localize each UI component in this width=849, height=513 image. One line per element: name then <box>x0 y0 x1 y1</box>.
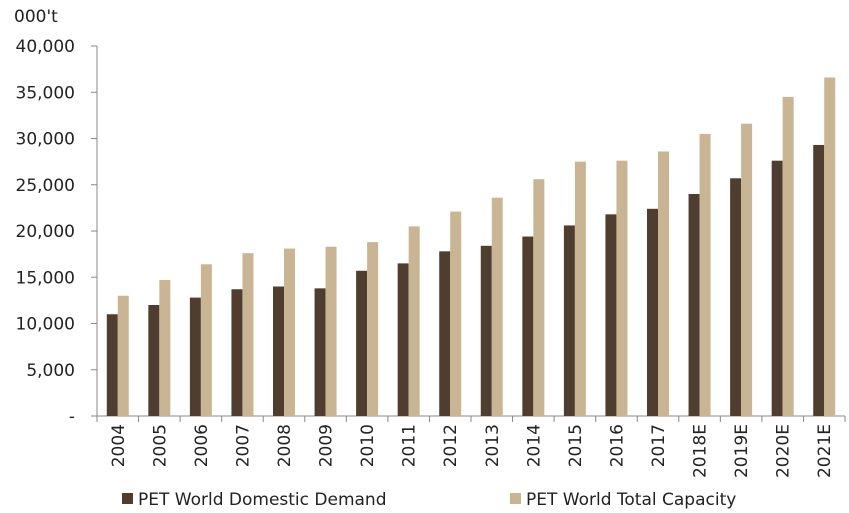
bar <box>200 264 212 416</box>
x-tick-label: 2005 <box>150 424 170 467</box>
bar <box>824 77 836 416</box>
bar <box>408 226 420 416</box>
bar <box>491 197 503 416</box>
x-tick-label: 2021E <box>815 424 835 478</box>
bar <box>813 144 825 416</box>
y-tick-label: 10,000 <box>16 315 75 335</box>
bar <box>563 225 575 416</box>
bar <box>480 245 492 416</box>
y-tick-label: 25,000 <box>16 176 75 196</box>
y-tick-label: 5,000 <box>26 361 75 381</box>
bar <box>356 270 368 416</box>
legend-label: PET World Domestic Demand <box>138 490 387 510</box>
bar <box>367 242 379 416</box>
bar <box>658 151 669 416</box>
x-tick-label: 2010 <box>358 424 378 467</box>
x-tick-label: 2020E <box>774 424 794 478</box>
x-tick-label: 2004 <box>109 424 129 467</box>
x-tick-label: 2018E <box>691 424 711 478</box>
bar <box>325 246 337 416</box>
bar <box>574 161 586 416</box>
y-tick-label: 30,000 <box>16 130 75 150</box>
x-tick-label: 2015 <box>566 424 586 467</box>
bar <box>522 236 534 416</box>
bar <box>189 297 201 416</box>
y-axis-unit: 000't <box>14 7 58 27</box>
x-tick-label: 2012 <box>441 424 461 467</box>
x-tick-label: 2014 <box>524 424 544 467</box>
bar <box>106 314 118 416</box>
x-tick-label: 2016 <box>607 424 627 467</box>
bar <box>284 248 295 416</box>
x-tick-label: 2008 <box>275 424 295 467</box>
bar <box>699 133 711 416</box>
x-tick-label: 2011 <box>400 424 420 467</box>
bar <box>771 160 783 416</box>
y-tick-label: 40,000 <box>16 37 75 57</box>
bar <box>148 305 160 416</box>
bar <box>616 160 628 416</box>
legend-swatch <box>510 493 521 504</box>
bar <box>605 214 617 416</box>
legend-label: PET World Total Capacity <box>526 490 736 510</box>
y-tick-label: 20,000 <box>16 222 75 242</box>
bar <box>231 289 243 416</box>
y-tick-label: 35,000 <box>16 83 75 103</box>
x-tick-label: 2007 <box>233 424 253 467</box>
y-tick-label: - <box>69 407 75 427</box>
bar <box>242 253 254 416</box>
x-tick-label: 2013 <box>483 424 503 467</box>
bar <box>647 208 658 416</box>
bar <box>782 96 794 416</box>
bar <box>314 288 326 416</box>
x-tick-label: 2009 <box>317 424 337 467</box>
y-tick-label: 15,000 <box>16 268 75 288</box>
bar <box>533 179 545 416</box>
bar <box>117 295 129 416</box>
x-tick-label: 2017 <box>649 424 669 467</box>
bar <box>450 211 462 416</box>
bar <box>159 280 171 416</box>
bar <box>273 286 284 416</box>
legend-swatch <box>122 493 133 504</box>
bar <box>730 178 742 416</box>
bar <box>397 263 409 416</box>
x-tick-label: 2006 <box>192 424 212 467</box>
bar <box>741 123 753 416</box>
bar <box>439 251 451 416</box>
x-tick-label: 2019E <box>732 424 752 478</box>
bar <box>688 194 700 416</box>
